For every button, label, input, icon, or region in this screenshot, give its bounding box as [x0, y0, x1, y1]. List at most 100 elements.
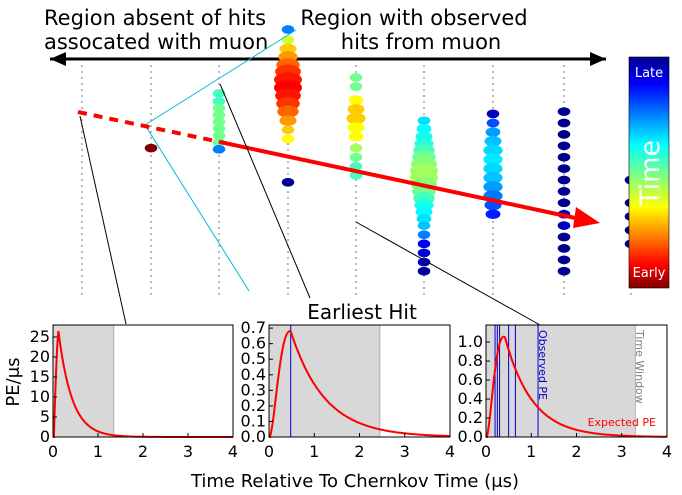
dom-module: [492, 263, 494, 265]
hit-marker: [281, 35, 295, 45]
x-tick-label: 3: [617, 442, 627, 461]
expected-pe-legend: Expected PE: [588, 416, 656, 429]
dom-module: [492, 89, 494, 91]
dom-module: [218, 275, 220, 277]
dom-module: [150, 65, 152, 67]
hit-marker: [417, 239, 431, 249]
detector-string: [346, 65, 366, 295]
x-tick-label: 2: [354, 442, 364, 461]
dom-module: [81, 155, 83, 157]
x-tick-label: 3: [183, 442, 193, 461]
hit-marker: [557, 164, 571, 173]
dom-module: [423, 83, 425, 85]
y-tick-label: 0.1: [241, 411, 266, 430]
hit-marker: [557, 130, 571, 139]
dom-module: [492, 239, 494, 241]
dom-module: [81, 173, 83, 175]
dom-module: [355, 287, 357, 289]
dom-module: [150, 281, 152, 283]
hit-marker: [484, 135, 502, 147]
hit-marker: [348, 95, 364, 105]
dom-module: [150, 269, 152, 271]
y-tick-label: 1.0: [458, 332, 483, 351]
dom-module: [563, 281, 565, 283]
dom-module: [81, 287, 83, 289]
dom-module: [218, 281, 220, 283]
dom-module: [423, 275, 425, 277]
hit-marker: [557, 244, 571, 253]
dom-module: [81, 71, 83, 73]
dom-module: [355, 251, 357, 253]
dom-module: [218, 167, 220, 169]
dom-module: [150, 191, 152, 193]
cherenkov-cone-lower: [144, 124, 250, 292]
dom-module: [287, 173, 289, 175]
hit-marker: [483, 172, 503, 184]
dom-module: [81, 197, 83, 199]
dom-module: [423, 293, 425, 295]
dom-module: [287, 275, 289, 277]
dom-module: [81, 281, 83, 283]
x-tick-label: 2: [571, 442, 581, 461]
dom-module: [492, 233, 494, 235]
hit-marker: [347, 122, 365, 133]
hit-marker: [417, 257, 431, 267]
dom-module: [563, 275, 565, 277]
hit-marker: [349, 73, 363, 82]
dom-module: [355, 263, 357, 265]
hit-marker: [347, 104, 365, 115]
dom-module: [150, 287, 152, 289]
y-tick-label: 0.7: [241, 318, 266, 337]
detector-strings: [81, 25, 638, 295]
dom-module: [150, 185, 152, 187]
hit-marker: [417, 116, 431, 126]
dom-module: [150, 137, 152, 139]
dom-module: [81, 245, 83, 247]
dom-module: [150, 95, 152, 97]
dom-module: [218, 251, 220, 253]
dom-module: [218, 293, 220, 295]
dom-module: [81, 77, 83, 79]
dom-module: [492, 77, 494, 79]
x-axis-label: Time Relative To Chernkov Time (μs): [190, 471, 519, 492]
hit-marker: [212, 110, 226, 120]
dom-module: [492, 65, 494, 67]
muon-track-arrowhead: [573, 207, 600, 228]
hit-marker: [281, 134, 295, 144]
expected-pe-curve: [268, 330, 450, 438]
dom-module: [218, 155, 220, 157]
dom-module: [150, 131, 152, 133]
dom-module: [287, 233, 289, 235]
expected-pe-curve: [485, 335, 667, 438]
y-tick-label: 0.2: [241, 396, 266, 415]
dom-module: [150, 257, 152, 259]
dom-module: [218, 245, 220, 247]
dom-module: [81, 137, 83, 139]
dom-module: [287, 203, 289, 205]
hit-marker: [483, 153, 503, 166]
hit-marker: [277, 105, 299, 118]
dom-module: [81, 203, 83, 205]
arrowhead-left: [50, 52, 66, 66]
hit-marker: [212, 103, 226, 113]
dom-module: [423, 287, 425, 289]
hit-marker: [279, 115, 297, 126]
dom-module: [563, 161, 565, 163]
hit-marker: [212, 97, 226, 106]
hit-marker: [557, 266, 571, 276]
hit-marker: [557, 221, 571, 230]
dom-module: [150, 89, 152, 91]
detector-string: [274, 25, 302, 295]
dom-module: [218, 65, 220, 67]
dom-module: [492, 227, 494, 229]
dom-module: [150, 113, 152, 115]
dom-module: [492, 293, 494, 295]
dom-module: [563, 173, 565, 175]
dom-module: [355, 203, 357, 205]
dom-module: [563, 95, 565, 97]
dom-module: [150, 215, 152, 217]
dom-module: [81, 269, 83, 271]
hit-marker: [486, 109, 500, 119]
dom-module: [218, 185, 220, 187]
